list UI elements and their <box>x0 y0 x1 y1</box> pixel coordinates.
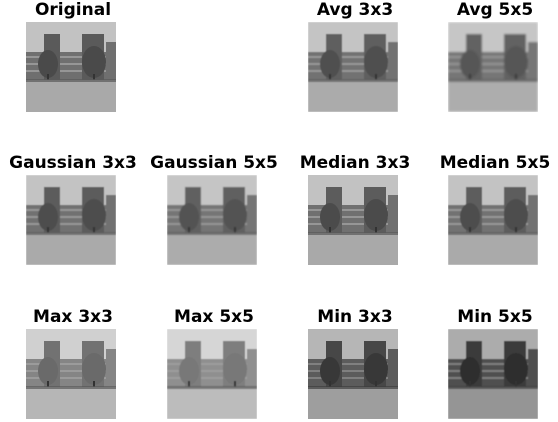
filtered-image <box>167 175 257 265</box>
scene-image <box>448 329 538 419</box>
panel-gaussian-3x3: Gaussian 3x3 <box>0 153 153 268</box>
scene-image <box>26 329 116 419</box>
filtered-image <box>26 329 116 419</box>
filtered-image <box>308 175 398 265</box>
panel-max-3x3: Max 3x3 <box>0 307 153 422</box>
panel-max-5x5: Max 5x5 <box>134 307 294 422</box>
panel-title: Min 3x3 <box>275 307 435 327</box>
panel-title: Min 5x5 <box>415 307 558 327</box>
filtered-image <box>448 329 538 419</box>
scene-image <box>167 329 257 419</box>
filtered-image <box>26 22 116 112</box>
panel-title: Max 3x3 <box>0 307 153 327</box>
panel-avg-5x5: Avg 5x5 <box>415 0 558 115</box>
panel-avg-3x3: Avg 3x3 <box>275 0 435 115</box>
filtered-image <box>308 22 398 112</box>
panel-title: Median 5x5 <box>415 153 558 173</box>
panel-title: Median 3x3 <box>275 153 435 173</box>
filtered-image <box>448 22 538 112</box>
panel-min-3x3: Min 3x3 <box>275 307 435 422</box>
panel-title: Original <box>0 0 153 20</box>
scene-image <box>26 22 116 112</box>
scene-image <box>448 22 538 112</box>
filtered-image <box>448 175 538 265</box>
scene-image <box>308 22 398 112</box>
panel-title: Avg 3x3 <box>275 0 435 20</box>
filtered-image <box>167 329 257 419</box>
scene-image <box>167 175 257 265</box>
panel-original: Original <box>0 0 153 115</box>
filtered-image <box>308 329 398 419</box>
scene-image <box>308 329 398 419</box>
panel-title: Avg 5x5 <box>415 0 558 20</box>
scene-image <box>448 175 538 265</box>
scene-image <box>308 175 398 265</box>
filtered-image <box>26 175 116 265</box>
panel-title: Gaussian 5x5 <box>134 153 294 173</box>
scene-image <box>26 175 116 265</box>
panel-min-5x5: Min 5x5 <box>415 307 558 422</box>
panel-gaussian-5x5: Gaussian 5x5 <box>134 153 294 268</box>
panel-title: Max 5x5 <box>134 307 294 327</box>
panel-median-3x3: Median 3x3 <box>275 153 435 268</box>
panel-title: Gaussian 3x3 <box>0 153 153 173</box>
panel-median-5x5: Median 5x5 <box>415 153 558 268</box>
